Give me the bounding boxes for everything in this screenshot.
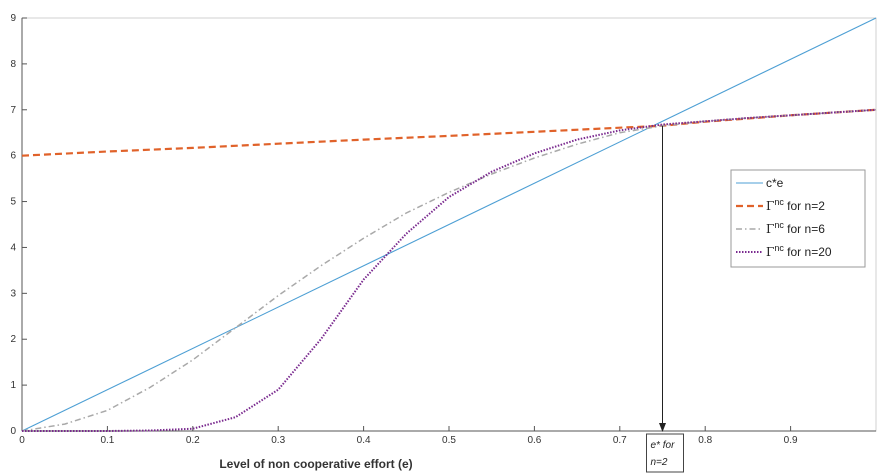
annotation-layer: e* for n=2 [646, 125, 684, 473]
series-line-3 [21, 109, 877, 432]
x-tick-label: 0.7 [613, 435, 627, 446]
x-tick-label: 0.3 [271, 435, 285, 446]
x-tick-label: 0.8 [698, 435, 712, 446]
annotation-line-2: n=2 [651, 457, 668, 468]
annotation-line-1: e* for [651, 440, 676, 451]
legend-label-3: Γnc for n=6 [766, 220, 825, 236]
y-tick-label: 7 [10, 105, 16, 116]
series-line-1 [21, 17, 877, 432]
y-tick-label: 5 [10, 197, 16, 208]
y-tick-label: 4 [10, 242, 16, 253]
y-tick-label: 9 [10, 13, 16, 24]
x-tick-label: 0.2 [186, 435, 200, 446]
y-tick-label: 8 [10, 59, 16, 70]
y-tick-label: 3 [10, 288, 16, 299]
series-layer [21, 17, 877, 432]
legend: c*e Γnc for n=2 Γnc for n=6 Γnc for n=20 [730, 169, 866, 268]
series-line-2 [21, 108, 877, 157]
x-tick-label: 0.6 [527, 435, 541, 446]
legend-label-4: Γnc for n=20 [766, 243, 832, 259]
ticks-layer: 0 0.1 0.2 0.3 0.4 0.5 0.6 0.7 0.8 0.9 0 1 2 3 4 5 6 7 8 9 Le… [10, 13, 798, 471]
x-tick-label: 0.5 [442, 435, 456, 446]
annotation-arrow-head [659, 423, 666, 432]
x-tick-label: 0.1 [100, 435, 114, 446]
y-tick-label: 0 [10, 426, 16, 437]
y-tick-label: 6 [10, 151, 16, 162]
y-tick-label: 1 [10, 380, 16, 391]
y-tick-label: 2 [10, 334, 16, 345]
x-axis-title: Level of non cooperative effort (e) [219, 457, 412, 471]
legend-label-2: Γnc for n=2 [766, 197, 825, 213]
series-line-4 [22, 108, 877, 432]
annotation-box [646, 433, 684, 473]
x-tick-label: 0.4 [357, 435, 371, 446]
legend-box [730, 169, 866, 268]
legend-label-1: c*e [766, 176, 784, 190]
x-tick-label: 0 [19, 435, 25, 446]
x-tick-label: 0.9 [784, 435, 798, 446]
